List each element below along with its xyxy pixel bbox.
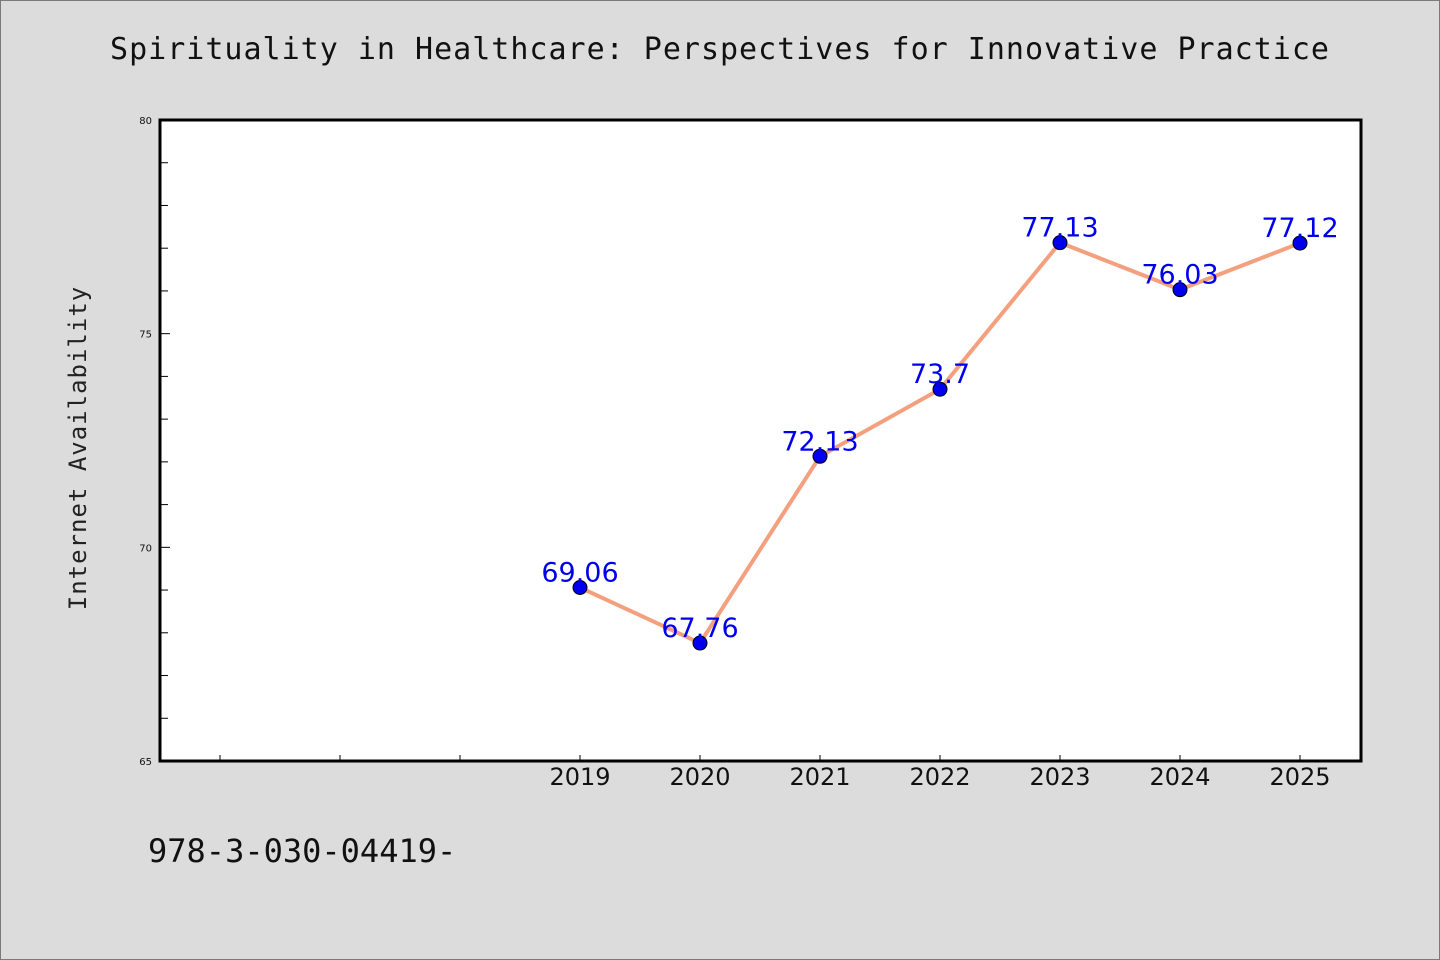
y-tick-label: 80 (139, 116, 152, 127)
chart-title: Spirituality in Healthcare: Perspectives… (110, 32, 1330, 67)
data-labels-group: 69.06 67.76 72.13 73.7 77.13 76.03 77.12 (541, 213, 1338, 644)
data-label: 77.12 (1261, 213, 1338, 244)
x-tick-label: 2020 (669, 763, 730, 791)
data-point (812, 448, 828, 464)
series-markers-group (572, 235, 1308, 651)
data-label: 73.7 (910, 359, 970, 390)
data-label: 67.76 (661, 613, 738, 644)
y-tick-label: 70 (139, 543, 152, 554)
x-tick-label: 2022 (909, 763, 970, 791)
y-axis-label: Internet Availability (64, 286, 92, 610)
footer-isbn-text: 978-3-030-04419- (148, 832, 457, 870)
data-point (1052, 235, 1068, 251)
data-point (692, 635, 708, 651)
x-tick-label: 2025 (1269, 763, 1330, 791)
x-tick-label: 2023 (1029, 763, 1090, 791)
data-point (572, 580, 588, 596)
x-axis: 2019 2020 2021 2022 2023 2024 2025 (219, 755, 1331, 791)
x-tick-label: 2024 (1149, 763, 1210, 791)
data-label: 69.06 (541, 558, 618, 589)
data-label: 77.13 (1021, 213, 1098, 244)
data-point (932, 381, 948, 397)
y-tick-label: 75 (139, 330, 152, 341)
data-point (1292, 235, 1308, 251)
x-tick-label: 2021 (789, 763, 850, 791)
plot-area (158, 118, 1363, 763)
y-axis: 65 70 75 80 (139, 116, 170, 768)
data-point (1172, 282, 1188, 298)
y-tick-label: 65 (139, 757, 152, 768)
data-label: 76.03 (1141, 260, 1218, 291)
x-tick-label: 2019 (549, 763, 610, 791)
data-label: 72.13 (781, 426, 858, 457)
